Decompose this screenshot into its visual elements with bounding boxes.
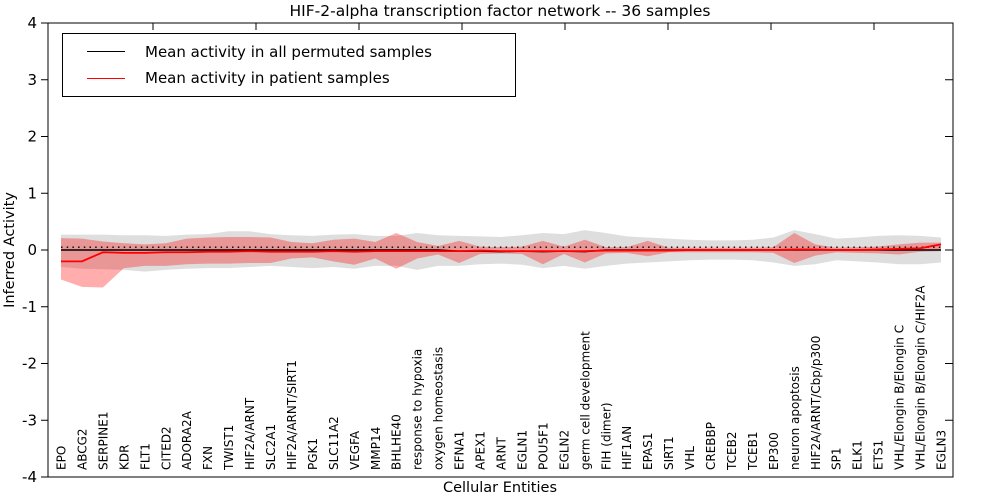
- x-tick-label: FXN: [201, 446, 215, 470]
- y-tick-label: 4: [27, 14, 37, 32]
- x-tick-label: TWIST1: [222, 425, 236, 471]
- x-tick-label: EPO: [55, 446, 69, 470]
- x-tick-label: SLC2A1: [264, 424, 278, 470]
- x-tick-label: MMP14: [369, 427, 383, 470]
- x-tick-label: KDR: [117, 445, 131, 470]
- x-tick-label: EPAS1: [641, 432, 655, 470]
- chart-title: HIF-2-alpha transcription factor network…: [289, 2, 711, 20]
- y-tick-label: 1: [27, 184, 37, 202]
- legend-line-swatch: [87, 51, 125, 53]
- x-tick-label: VHL/Elongin B/Elongin C/HIF2A: [914, 285, 928, 470]
- x-tick-label: TCEB2: [725, 432, 739, 471]
- x-tick-label: SLC11A2: [327, 416, 341, 470]
- legend-line-swatch: [87, 77, 125, 79]
- x-tick-label: VEGFA: [348, 430, 362, 470]
- x-tick-label: HIF2A/ARNT/Cbp/p300: [809, 336, 823, 470]
- x-tick-label: oxygen homeostasis: [432, 347, 446, 470]
- y-tick-label: -3: [22, 411, 37, 429]
- x-tick-label: HIF2A/ARNT: [243, 397, 257, 470]
- y-tick-label: -4: [22, 468, 37, 486]
- x-tick-label: SP1: [830, 448, 844, 471]
- x-tick-label: EP300: [767, 432, 781, 470]
- y-tick-label: -2: [22, 355, 37, 373]
- x-tick-label: POU5F1: [536, 422, 550, 470]
- x-tick-label: response to hypoxia: [411, 349, 425, 470]
- legend-item: Mean activity in patient samples: [63, 69, 515, 87]
- x-tick-label: ABCG2: [75, 428, 89, 470]
- x-tick-label: APEX1: [474, 431, 488, 470]
- legend: Mean activity in all permuted samples Mea…: [62, 33, 516, 97]
- x-tick-label: VHL/Elongin B/Elongin C: [893, 325, 907, 470]
- y-tick-label: 0: [27, 241, 37, 259]
- x-tick-label: EGLN1: [515, 430, 529, 470]
- y-tick-label: -1: [22, 298, 37, 316]
- x-tick-label: ELK1: [851, 440, 865, 470]
- y-axis-label: Inferred Activity: [2, 192, 18, 308]
- legend-label: Mean activity in patient samples: [145, 69, 390, 88]
- y-tick-label: 2: [27, 128, 37, 146]
- x-tick-label: BHLHE40: [390, 414, 404, 470]
- legend-item: Mean activity in all permuted samples: [63, 43, 515, 61]
- x-tick-label: ETS1: [872, 440, 886, 470]
- legend-label: Mean activity in all permuted samples: [145, 42, 432, 61]
- x-tick-label: ARNT: [495, 436, 509, 470]
- x-tick-label: SIRT1: [662, 436, 676, 470]
- x-tick-label: HIF2A/ARNT/SIRT1: [285, 360, 299, 470]
- band-patient: [61, 232, 941, 288]
- x-tick-label: EGLN2: [557, 430, 571, 470]
- x-tick-label: SERPINE1: [96, 411, 110, 470]
- x-tick-label: VHL: [683, 446, 697, 470]
- x-tick-label: HIF1AN: [620, 426, 634, 470]
- x-tick-label: germ cell development: [578, 331, 592, 470]
- y-tick-label: 3: [27, 71, 37, 89]
- x-tick-label: CREBBP: [704, 422, 718, 470]
- patient-mean-line: [61, 243, 942, 263]
- x-tick-label: CITED2: [159, 426, 173, 470]
- x-tick-label: FLT1: [138, 443, 152, 470]
- x-axis-label: Cellular Entities: [442, 480, 558, 496]
- x-tick-label: TCEB1: [746, 432, 760, 471]
- x-tick-label: FIH (dimer): [599, 402, 613, 470]
- x-tick-label: EGLN3: [935, 430, 949, 470]
- x-tick-label: PGK1: [306, 438, 320, 470]
- x-tick-label: neuron apoptosis: [788, 366, 802, 470]
- x-tick-label: ADORA2A: [180, 410, 194, 470]
- x-tick-label: EFNA1: [453, 431, 467, 470]
